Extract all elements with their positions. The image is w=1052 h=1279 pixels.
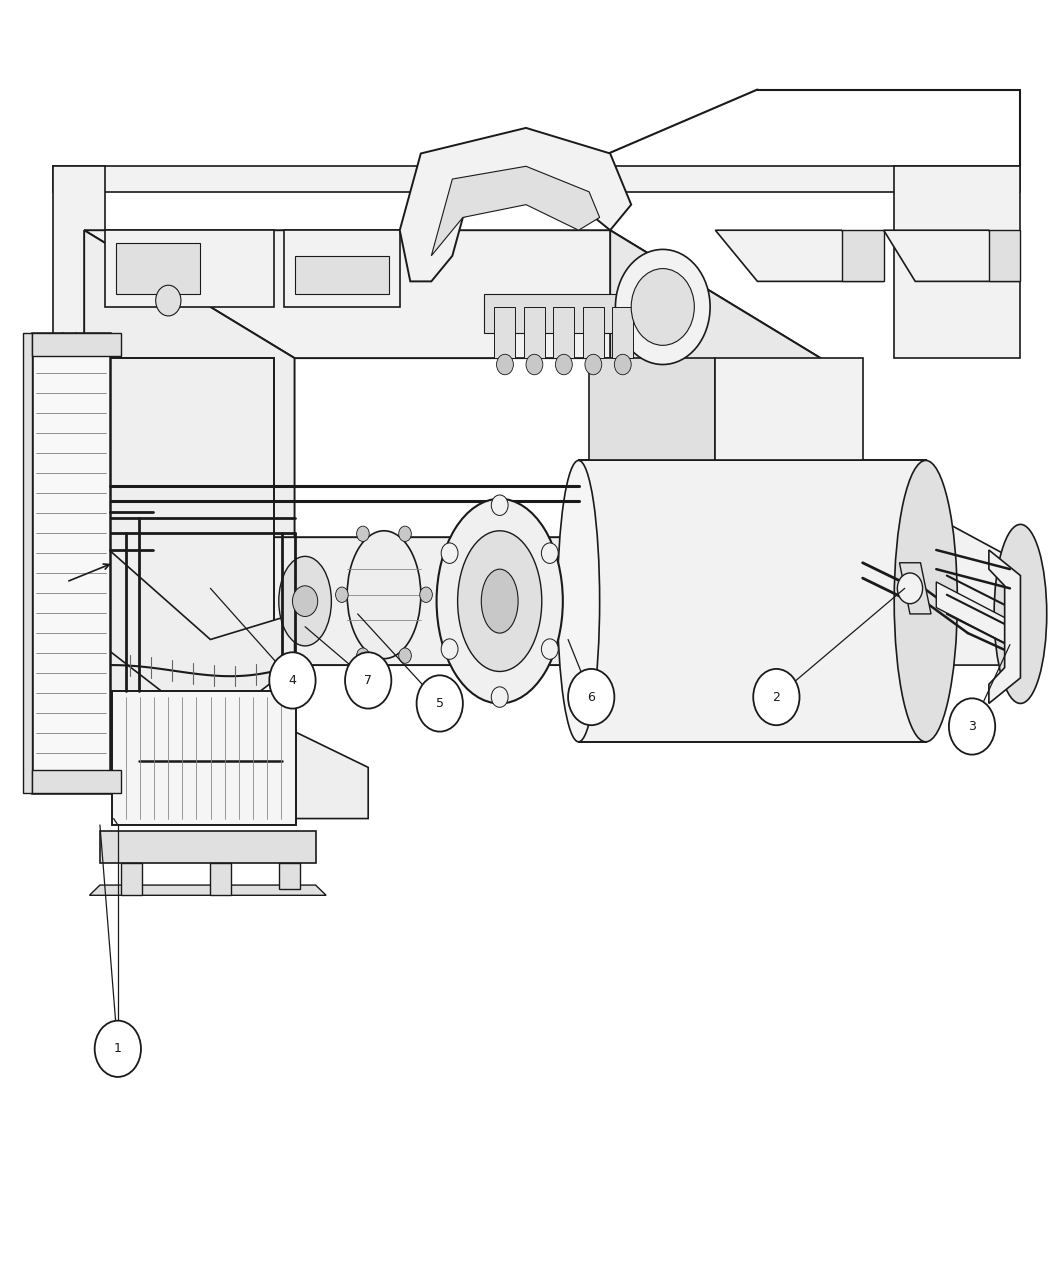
Circle shape (568, 669, 614, 725)
Circle shape (526, 354, 543, 375)
Polygon shape (95, 358, 274, 640)
Polygon shape (484, 294, 652, 333)
Polygon shape (32, 333, 121, 356)
Circle shape (491, 495, 508, 515)
Circle shape (345, 652, 391, 709)
Ellipse shape (994, 524, 1047, 703)
Ellipse shape (347, 531, 421, 659)
Polygon shape (926, 512, 1020, 665)
Ellipse shape (481, 569, 518, 633)
Circle shape (753, 669, 800, 725)
Polygon shape (116, 243, 200, 294)
Circle shape (420, 587, 432, 602)
Polygon shape (112, 691, 296, 825)
Circle shape (897, 573, 923, 604)
Polygon shape (884, 230, 1020, 281)
Text: 6: 6 (587, 691, 595, 703)
Polygon shape (32, 333, 110, 793)
Polygon shape (121, 863, 142, 895)
Polygon shape (579, 460, 926, 742)
Ellipse shape (279, 556, 331, 646)
Polygon shape (842, 230, 884, 281)
Circle shape (357, 648, 369, 664)
Polygon shape (295, 256, 389, 294)
Polygon shape (524, 307, 545, 358)
Polygon shape (53, 166, 105, 384)
Circle shape (417, 675, 463, 732)
Ellipse shape (437, 499, 563, 703)
Polygon shape (894, 166, 1020, 358)
Circle shape (497, 354, 513, 375)
Circle shape (585, 354, 602, 375)
Circle shape (95, 1021, 141, 1077)
Circle shape (336, 587, 348, 602)
Circle shape (399, 526, 411, 541)
Ellipse shape (558, 460, 600, 742)
Circle shape (491, 687, 508, 707)
Polygon shape (89, 885, 326, 895)
Polygon shape (989, 550, 1020, 703)
Text: 1: 1 (114, 1042, 122, 1055)
Polygon shape (715, 358, 863, 460)
Polygon shape (400, 128, 631, 281)
Circle shape (269, 652, 316, 709)
Circle shape (441, 544, 458, 563)
Ellipse shape (894, 460, 957, 742)
Polygon shape (84, 537, 821, 665)
Text: 2: 2 (772, 691, 781, 703)
Polygon shape (105, 230, 274, 307)
Polygon shape (553, 307, 574, 358)
Circle shape (631, 269, 694, 345)
Circle shape (357, 526, 369, 541)
Polygon shape (494, 307, 515, 358)
Polygon shape (95, 537, 295, 729)
Polygon shape (95, 614, 368, 819)
Circle shape (542, 640, 559, 660)
Circle shape (292, 586, 318, 616)
Polygon shape (899, 563, 931, 614)
Circle shape (615, 249, 710, 365)
Polygon shape (32, 770, 121, 793)
Polygon shape (100, 831, 316, 863)
Circle shape (555, 354, 572, 375)
Circle shape (441, 640, 458, 660)
Circle shape (949, 698, 995, 755)
Polygon shape (284, 230, 400, 307)
Text: 3: 3 (968, 720, 976, 733)
Polygon shape (23, 333, 32, 793)
Ellipse shape (458, 531, 542, 671)
Polygon shape (612, 307, 633, 358)
Text: 4: 4 (288, 674, 297, 687)
Polygon shape (84, 230, 821, 358)
Polygon shape (210, 863, 231, 895)
Circle shape (542, 544, 559, 563)
Polygon shape (936, 582, 1010, 646)
Circle shape (399, 648, 411, 664)
Text: 7: 7 (364, 674, 372, 687)
Text: 5: 5 (436, 697, 444, 710)
Polygon shape (53, 166, 1020, 192)
Polygon shape (279, 863, 300, 889)
Polygon shape (989, 230, 1020, 281)
Polygon shape (583, 307, 604, 358)
Circle shape (156, 285, 181, 316)
Polygon shape (610, 230, 821, 665)
Polygon shape (431, 166, 600, 256)
Polygon shape (84, 230, 295, 665)
Polygon shape (589, 358, 715, 460)
Polygon shape (715, 230, 884, 281)
Circle shape (614, 354, 631, 375)
